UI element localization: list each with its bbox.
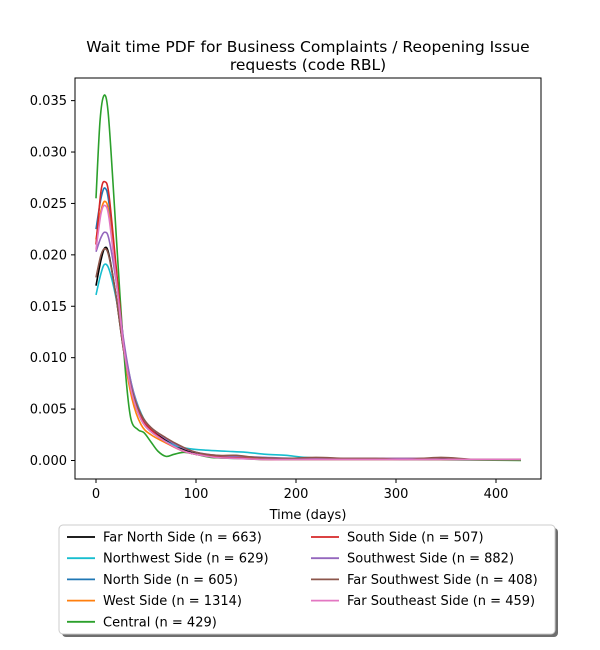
legend-label: South Side (n = 507): [347, 531, 484, 546]
legend-entry: North Side (n = 605): [67, 573, 238, 588]
legend-label: Northwest Side (n = 629): [103, 552, 269, 567]
x-axis-label: Time (days): [269, 508, 347, 523]
series-line-9: [95, 204, 521, 461]
y-tick-label: 0.030: [30, 146, 67, 161]
y-tick-label: 0.035: [30, 94, 67, 109]
legend-label: North Side (n = 605): [103, 573, 238, 588]
legend-entry: West Side (n = 1314): [67, 594, 242, 609]
y-tick-label: 0.000: [30, 454, 67, 469]
x-tick-label: 100: [184, 487, 209, 502]
y-tick-label: 0.005: [30, 403, 67, 418]
x-tick-label: 200: [284, 487, 309, 502]
y-tick-label: 0.020: [30, 248, 67, 263]
series-lines: [95, 94, 522, 462]
x-axis: 0 100 200 300 400: [92, 479, 509, 502]
legend-entry: Far Southwest Side (n = 408): [311, 573, 538, 588]
legend-entry: South Side (n = 507): [311, 531, 484, 546]
x-tick-label: 0: [92, 487, 100, 502]
chart-title-line-1: Wait time PDF for Business Complaints / …: [86, 38, 529, 56]
legend-entry: Northwest Side (n = 629): [67, 552, 269, 567]
legend-entry: Central (n = 429): [67, 615, 217, 630]
legend-entry: Southwest Side (n = 882): [311, 552, 514, 567]
x-tick-label: 400: [484, 487, 509, 502]
y-tick-label: 0.025: [30, 197, 67, 212]
legend: Far North Side (n = 663) Northwest Side (…: [58, 524, 558, 637]
legend-label: Far North Side (n = 663): [103, 531, 262, 546]
legend-label: Far Southwest Side (n = 408): [347, 573, 538, 588]
y-axis: 0.000 0.005 0.010 0.015 0.020 0.025 0.030 0.035: [30, 94, 75, 469]
legend-label: Far Southeast Side (n = 459): [347, 594, 535, 609]
plot-frame: [74, 77, 542, 480]
chart-title: Wait time PDF for Business Complaints / …: [86, 38, 529, 74]
y-tick-label: 0.010: [30, 351, 67, 366]
x-tick-label: 300: [384, 487, 409, 502]
legend-label: Southwest Side (n = 882): [347, 552, 514, 567]
y-tick-label: 0.015: [30, 300, 67, 315]
legend-label: Central (n = 429): [103, 615, 217, 630]
chart-title-line-2: requests (code RBL): [230, 56, 386, 74]
legend-box: [58, 524, 556, 635]
legend-label: West Side (n = 1314): [103, 594, 242, 609]
legend-entry: Far North Side (n = 663): [67, 531, 262, 546]
legend-entry: Far Southeast Side (n = 459): [311, 594, 535, 609]
